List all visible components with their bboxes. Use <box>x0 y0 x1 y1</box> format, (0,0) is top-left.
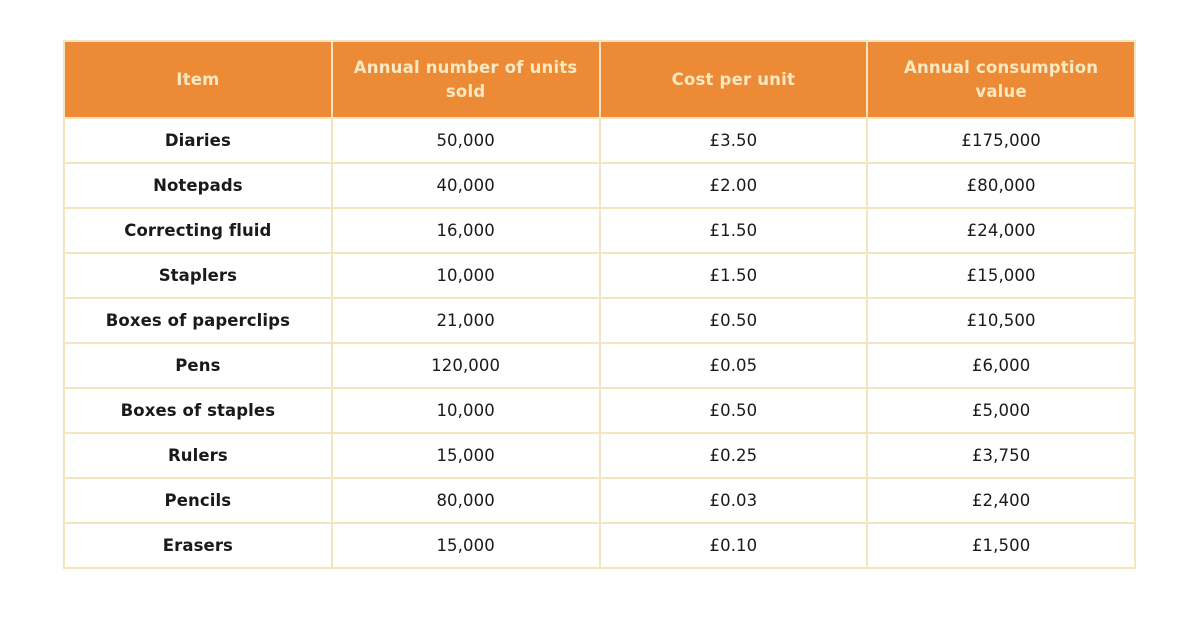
cell-units-sold: 15,000 <box>330 522 601 569</box>
cell-units-sold: 120,000 <box>330 342 601 389</box>
cell-item: Pencils <box>63 477 333 524</box>
column-header-units-sold: Annual number of units sold <box>330 40 601 119</box>
column-header-cost-per-unit: Cost per unit <box>598 40 869 119</box>
table-row: Staplers 10,000 £1.50 £15,000 <box>63 252 1136 299</box>
cell-units-sold: 16,000 <box>330 207 601 254</box>
cell-units-sold: 10,000 <box>330 252 601 299</box>
cell-cost-per-unit: £1.50 <box>598 252 869 299</box>
cell-item: Pens <box>63 342 333 389</box>
cell-consumption-value: £15,000 <box>866 252 1136 299</box>
table-header: Item Annual number of units sold Cost pe… <box>63 40 1136 119</box>
cell-consumption-value: £175,000 <box>866 117 1136 164</box>
cell-cost-per-unit: £3.50 <box>598 117 869 164</box>
cell-consumption-value: £24,000 <box>866 207 1136 254</box>
cell-units-sold: 80,000 <box>330 477 601 524</box>
cell-item: Staplers <box>63 252 333 299</box>
column-header-item: Item <box>63 40 333 119</box>
table-row: Pens 120,000 £0.05 £6,000 <box>63 342 1136 389</box>
table-row: Pencils 80,000 £0.03 £2,400 <box>63 477 1136 524</box>
cell-item: Diaries <box>63 117 333 164</box>
header-row: Item Annual number of units sold Cost pe… <box>63 40 1136 119</box>
cell-consumption-value: £5,000 <box>866 387 1136 434</box>
cell-item: Notepads <box>63 162 333 209</box>
cell-item: Erasers <box>63 522 333 569</box>
cell-units-sold: 50,000 <box>330 117 601 164</box>
table-row: Erasers 15,000 £0.10 £1,500 <box>63 522 1136 569</box>
cell-cost-per-unit: £1.50 <box>598 207 869 254</box>
cell-consumption-value: £1,500 <box>866 522 1136 569</box>
cell-cost-per-unit: £0.05 <box>598 342 869 389</box>
column-header-consumption-value: Annual consumption value <box>866 40 1136 119</box>
cell-units-sold: 40,000 <box>330 162 601 209</box>
table-row: Rulers 15,000 £0.25 £3,750 <box>63 432 1136 479</box>
cell-cost-per-unit: £0.25 <box>598 432 869 479</box>
cell-units-sold: 15,000 <box>330 432 601 479</box>
table-body: Diaries 50,000 £3.50 £175,000 Notepads 4… <box>63 117 1136 569</box>
annual-consumption-table: Item Annual number of units sold Cost pe… <box>63 40 1136 569</box>
cell-item: Correcting fluid <box>63 207 333 254</box>
cell-cost-per-unit: £0.50 <box>598 297 869 344</box>
table-row: Correcting fluid 16,000 £1.50 £24,000 <box>63 207 1136 254</box>
cell-consumption-value: £6,000 <box>866 342 1136 389</box>
table-row: Boxes of paperclips 21,000 £0.50 £10,500 <box>63 297 1136 344</box>
cell-units-sold: 21,000 <box>330 297 601 344</box>
cell-cost-per-unit: £0.50 <box>598 387 869 434</box>
table-row: Diaries 50,000 £3.50 £175,000 <box>63 117 1136 164</box>
cell-units-sold: 10,000 <box>330 387 601 434</box>
cell-cost-per-unit: £2.00 <box>598 162 869 209</box>
table-row: Boxes of staples 10,000 £0.50 £5,000 <box>63 387 1136 434</box>
cell-item: Boxes of paperclips <box>63 297 333 344</box>
table-row: Notepads 40,000 £2.00 £80,000 <box>63 162 1136 209</box>
cell-item: Rulers <box>63 432 333 479</box>
cell-consumption-value: £3,750 <box>866 432 1136 479</box>
cell-consumption-value: £10,500 <box>866 297 1136 344</box>
cell-item: Boxes of staples <box>63 387 333 434</box>
cell-consumption-value: £2,400 <box>866 477 1136 524</box>
cell-cost-per-unit: £0.03 <box>598 477 869 524</box>
cell-consumption-value: £80,000 <box>866 162 1136 209</box>
cell-cost-per-unit: £0.10 <box>598 522 869 569</box>
